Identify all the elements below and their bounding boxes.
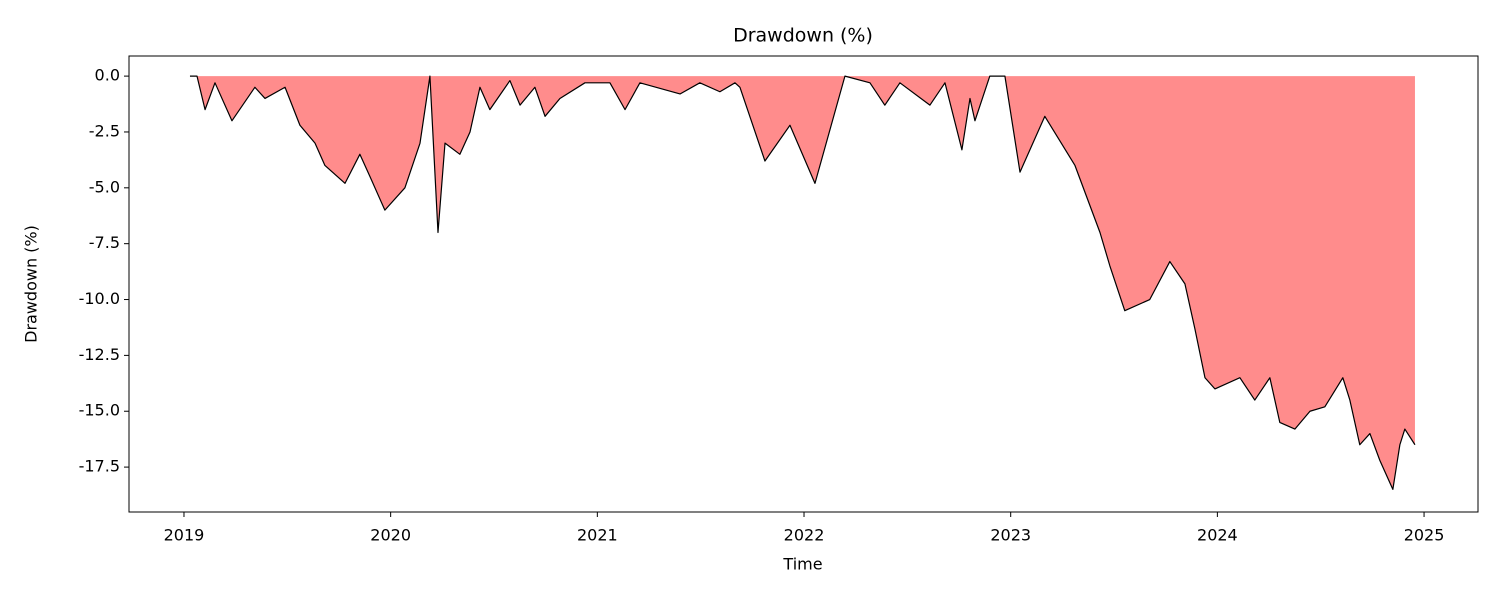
drawdown-area <box>189 76 1415 490</box>
x-tick-label: 2022 <box>784 526 825 545</box>
chart-title: Drawdown (%) <box>733 25 873 47</box>
x-tick-label: 2021 <box>577 526 618 545</box>
y-tick-label: -5.0 <box>89 177 120 196</box>
x-axis-label: Time <box>782 555 822 574</box>
drawdown-line <box>189 75 1416 491</box>
x-tick-label: 2019 <box>164 526 205 545</box>
x-tick-label: 2023 <box>990 526 1031 545</box>
x-tick-label: 2024 <box>1197 526 1238 545</box>
y-tick-label: -2.5 <box>89 121 120 140</box>
plot-frame <box>128 55 1479 513</box>
x-tick-label: 2020 <box>370 526 411 545</box>
y-tick-label: -17.5 <box>79 457 120 476</box>
y-tick-label: -15.0 <box>79 401 120 420</box>
y-tick-label: -10.0 <box>79 289 120 308</box>
y-tick-label: -12.5 <box>79 345 120 364</box>
y-tick-label: 0.0 <box>95 66 120 85</box>
x-tick-label: 2025 <box>1404 526 1445 545</box>
y-tick-label: -7.5 <box>89 233 120 252</box>
y-axis-label: Drawdown (%) <box>22 225 41 343</box>
